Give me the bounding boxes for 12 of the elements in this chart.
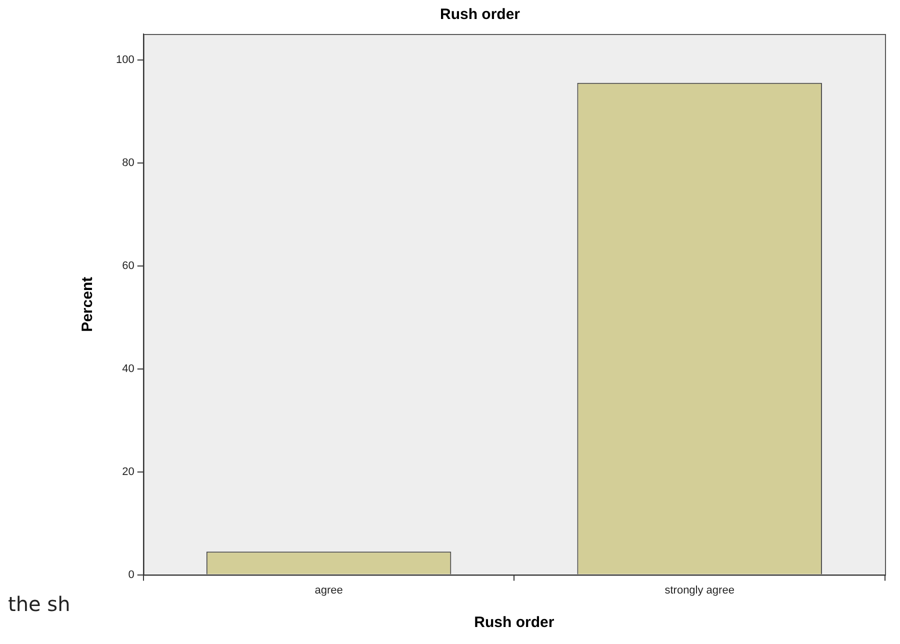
y-tick-label: 80 [122, 156, 134, 169]
text: the sh [8, 592, 70, 616]
y-axis-title: Percent [79, 276, 96, 332]
x-tick-label: strongly agree [664, 584, 734, 596]
chart-title: Rush order [440, 6, 520, 24]
y-tick-label: 60 [122, 260, 134, 272]
x-axis-title: Rush order [474, 614, 554, 632]
y-tick-label: 40 [122, 362, 134, 375]
y-tick-label: 100 [116, 54, 134, 66]
y-tick-label: 0 [128, 568, 134, 581]
y-tick-label: 20 [122, 466, 134, 478]
x-tick-label: agree [314, 584, 343, 596]
